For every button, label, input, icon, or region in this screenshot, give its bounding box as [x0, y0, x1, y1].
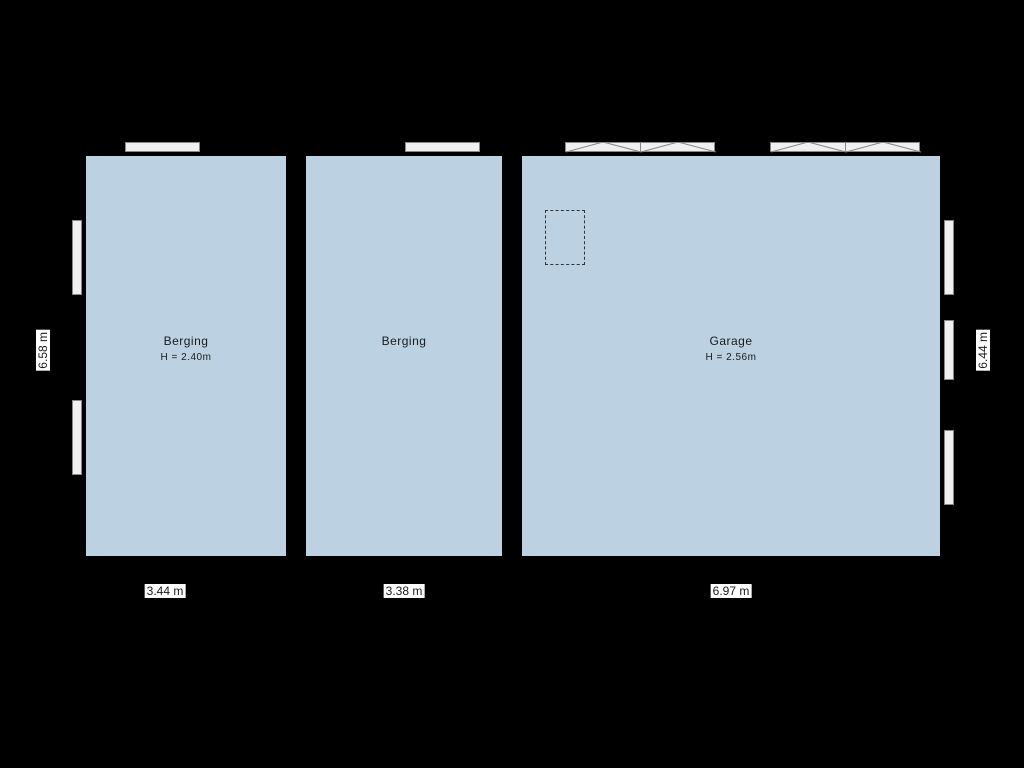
dim-room2-width: 3.38 m: [384, 584, 425, 598]
floor-plan-canvas: Berging H = 2.40m Berging Garage H = 2.5…: [0, 0, 1024, 768]
opening-left-2: [72, 400, 82, 475]
room-name: Berging: [306, 334, 502, 348]
room-berging-2: Berging: [300, 150, 508, 562]
opening-top-2: [405, 142, 480, 152]
opening-right-3: [944, 430, 954, 505]
dashed-feature-box: [545, 210, 585, 265]
room-name: Garage: [522, 334, 940, 348]
dim-left: 6.58 m: [36, 330, 50, 371]
opening-top-1: [125, 142, 200, 152]
dim-room3-width: 6.97 m: [711, 584, 752, 598]
room-label: Berging: [306, 334, 502, 352]
dim-room1-width: 3.44 m: [145, 584, 186, 598]
room-height: H = 2.56m: [522, 352, 940, 363]
opening-top-4: [770, 142, 920, 152]
opening-right-1: [944, 220, 954, 295]
opening-top-3: [565, 142, 715, 152]
room-name: Berging: [86, 334, 286, 348]
dim-right: 6.44 m: [976, 330, 990, 371]
room-label: Berging H = 2.40m: [86, 334, 286, 363]
opening-right-2: [944, 320, 954, 380]
room-label: Garage H = 2.56m: [522, 334, 940, 363]
room-berging-1: Berging H = 2.40m: [80, 150, 292, 562]
room-height: H = 2.40m: [86, 352, 286, 363]
opening-left-1: [72, 220, 82, 295]
